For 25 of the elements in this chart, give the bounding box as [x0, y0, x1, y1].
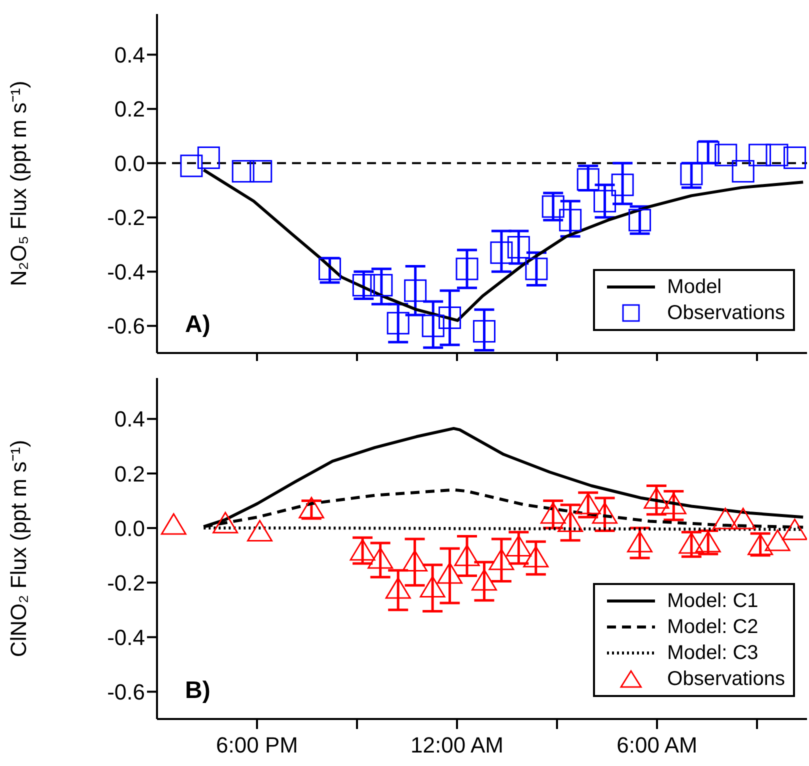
legend-label: Model: C3 — [667, 642, 758, 664]
y-tick-label: -0.6 — [107, 314, 145, 339]
y-tick-label: 0.4 — [114, 406, 145, 432]
y-tick-label: 0.2 — [114, 96, 145, 122]
x-tick-label: 12:00 AM — [410, 732, 504, 758]
annotation: B) — [185, 677, 210, 705]
y-tick-label: -0.2 — [107, 205, 145, 230]
annotation: A) — [185, 311, 210, 339]
y-tick-label: -0.4 — [107, 259, 145, 284]
y-tick-label: -0.2 — [107, 570, 145, 596]
y-tick-label: 0.4 — [114, 42, 145, 68]
y-axis-title: N₂O₅ Flux (ppt m s⁻¹) — [6, 80, 31, 286]
y-tick-label: 0.0 — [114, 516, 145, 541]
legend-label: Model — [667, 276, 722, 298]
y-tick-label: -0.6 — [107, 680, 145, 705]
legend-label: Model: C2 — [667, 616, 758, 638]
y-tick-label: 0.2 — [114, 461, 145, 486]
legend-label: Observations — [667, 302, 785, 324]
y-tick-label: 0.0 — [114, 150, 145, 176]
y-tick-label: -0.4 — [107, 624, 145, 650]
x-tick-label: 6:00 AM — [616, 732, 698, 758]
legend-label: Observations — [667, 668, 785, 690]
y-axis-title: ClNO₂ Flux (ppt m s⁻¹) — [6, 440, 31, 658]
legend-label: Model: C1 — [667, 590, 758, 612]
x-tick-label: 6:00 PM — [216, 732, 298, 758]
